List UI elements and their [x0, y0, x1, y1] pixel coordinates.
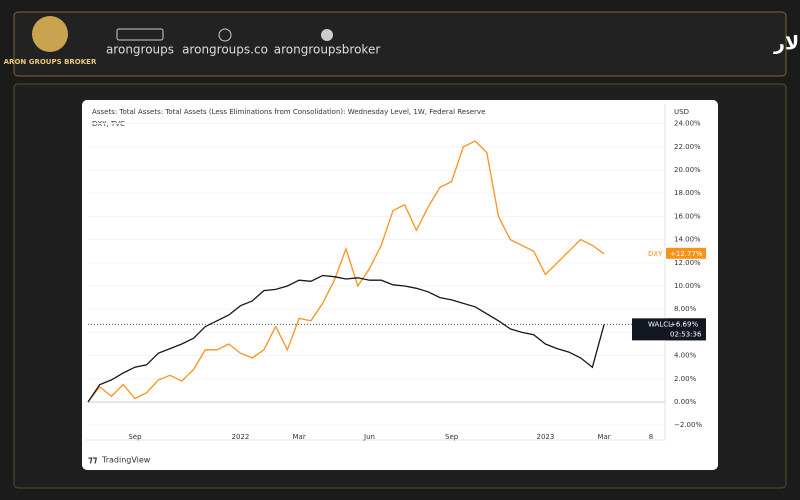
- y-tick-label: 10.00%: [674, 282, 701, 290]
- series-last-label: +12.77%: [670, 250, 703, 258]
- series-line: [87, 140, 605, 403]
- series-value-tag: [666, 247, 706, 259]
- y-tick-label: 18.00%: [674, 189, 701, 197]
- link-text: arongroups: [106, 43, 174, 57]
- y-tick-label: 24.00%: [674, 120, 701, 128]
- link-text: arongroups.co: [182, 43, 268, 57]
- header-bar: [13, 11, 787, 77]
- y-tick-label: −2.00%: [674, 421, 702, 429]
- x-tick-label: 2022: [232, 433, 250, 441]
- x-tick-label: Sep: [445, 433, 459, 441]
- telegram-icon: [321, 29, 333, 41]
- y-tick-label: 2.00%: [674, 375, 697, 383]
- x-tick-label: Sep: [128, 433, 142, 441]
- y-tick-label: 0.00%: [674, 398, 697, 406]
- x-tick-label: Jun: [363, 433, 375, 441]
- countdown: 02:53:36: [670, 330, 702, 338]
- y-tick-label: 22.00%: [674, 143, 701, 151]
- web-icon: [218, 28, 232, 42]
- footer: TradingView: [101, 456, 151, 465]
- y-tick-label: 4.00%: [674, 352, 697, 360]
- link-text: arongroupsbroker: [274, 43, 381, 57]
- series-name: WALCL: [648, 320, 672, 328]
- footer-logo: ⁊⁊: [88, 456, 98, 466]
- chart-title: Assets: Total Assets: Total Assets (Less…: [92, 108, 485, 116]
- logo-text: ARON GROUPS BROKER: [4, 58, 97, 66]
- logo-icon: [32, 16, 68, 52]
- y-tick-label: 14.00%: [674, 236, 701, 244]
- y-axis-label: USD: [674, 108, 689, 116]
- page-title: تغییرات ترازنامه فدرال رزرو و شاخص دلار: [773, 33, 800, 55]
- y-tick-label: 20.00%: [674, 166, 701, 174]
- y-tick-label: 12.00%: [674, 259, 701, 267]
- series-value-tag: [666, 318, 706, 341]
- series-last-label: +6.69%: [670, 320, 698, 328]
- series-line: [87, 274, 605, 403]
- y-tick-label: 16.00%: [674, 212, 701, 220]
- x-tick-label: Mar: [293, 433, 306, 441]
- x-tick-label: 2023: [537, 433, 555, 441]
- x-tick-label: 8: [649, 433, 653, 441]
- social-icons: [116, 28, 164, 41]
- x-tick-label: Mar: [597, 433, 610, 441]
- y-tick-label: 8.00%: [674, 305, 697, 313]
- series-name: DXY: [648, 250, 663, 258]
